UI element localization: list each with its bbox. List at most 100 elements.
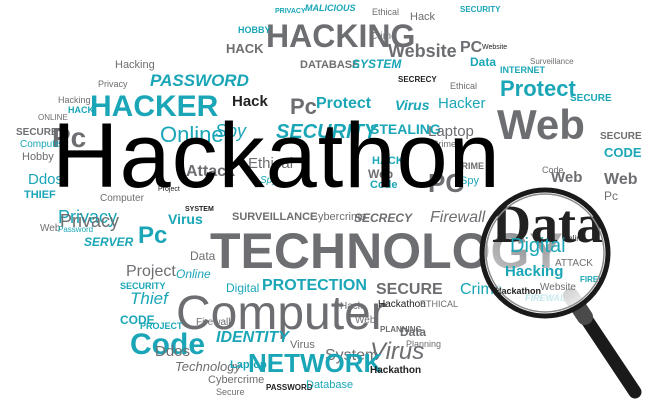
cloud-word: Hackathon (370, 365, 422, 376)
cloud-word: Pc (138, 222, 168, 249)
cloud-word: INTERNET (500, 65, 545, 75)
cloud-word: Laptop (230, 359, 267, 371)
cloud-word: Hack (410, 11, 436, 23)
cloud-word: Computer (100, 193, 144, 204)
cloud-word: SYSTEM (352, 57, 402, 71)
cloud-word: HOBBY (238, 25, 271, 35)
cloud-word: MALICIOUS (305, 3, 356, 13)
cloud-word: Firewall (196, 317, 231, 328)
cloud-word: Hacking (115, 59, 155, 71)
cloud-word: DATABASE (300, 59, 360, 71)
cloud-word: Protect (316, 95, 372, 112)
cloud-word: Database (306, 379, 354, 391)
cloud-word: Hack (232, 93, 268, 110)
cloud-word: Privacy (58, 207, 118, 227)
cloud-word: Project (158, 186, 180, 193)
cloud-word: HACKING (266, 18, 416, 54)
cloud-word: Crime (432, 139, 456, 149)
cloud-word: Attack (186, 163, 235, 180)
cloud-word: Web (497, 101, 585, 148)
cloud-word: Code (370, 179, 398, 191)
cloud-word: Crime (370, 31, 397, 42)
cloud-word: HACK (226, 41, 264, 56)
cloud-word: Secure (216, 387, 245, 397)
cloud-word: SYSTEM (185, 206, 214, 213)
cloud-word: Web (40, 223, 61, 234)
cloud-word: PASSWORD (266, 383, 313, 392)
cloud-word: HACKER (90, 90, 219, 123)
cloud-word: SECURITY (460, 5, 501, 14)
cloud-word: CODE (120, 313, 155, 327)
cloud-word: Password (58, 225, 94, 234)
cloud-word: Code (130, 328, 205, 361)
cloud-word: Spy (460, 175, 479, 187)
cloud-word: Data (190, 249, 216, 263)
cloud-word: Ethical (248, 155, 294, 172)
cloud-word: Web (551, 169, 583, 186)
cloud-word: SECURITY (120, 281, 166, 291)
cloud-word: Cybercrime (208, 374, 265, 386)
cloud-word: Virus (370, 338, 425, 365)
cloud-word: TECHNOLOGY (210, 223, 563, 279)
cloud-word: Code (542, 165, 564, 175)
cloud-word: Online (176, 267, 211, 281)
cloud-word: PC (460, 39, 483, 56)
cloud-word: SECRECY (398, 75, 437, 84)
cloud-word: Surveillance (530, 57, 574, 66)
cloud-word: Privacy (98, 79, 128, 89)
cloud-word: Thief (130, 289, 168, 308)
cloud-word: Crime (460, 281, 503, 298)
cloud-word: Technology (175, 359, 242, 374)
cloud-word: Privacy (60, 211, 120, 231)
cloud-word: Laptop (428, 123, 474, 140)
cloud-word: Digital (226, 281, 260, 295)
cloud-word: Hacker (438, 95, 486, 112)
cloud-word: PROJECT (140, 321, 183, 331)
cloud-word: Pc (290, 94, 317, 119)
cloud-word: ETHICAL (420, 299, 459, 309)
cloud-word: Virus (395, 97, 430, 113)
cloud-word: STEALING (370, 121, 441, 137)
cloud-word: SECURE (16, 127, 58, 138)
cloud-word: Computer (20, 139, 64, 150)
cloud-word: Protect (500, 76, 576, 101)
cloud-word: Web (604, 171, 638, 188)
cloud-word: Virus (168, 211, 203, 227)
cloud-word: Ethical (450, 81, 478, 91)
cloud-word: Ddos (28, 171, 64, 188)
cloud-word: Web (368, 167, 394, 181)
cloud-word: PC (428, 168, 465, 198)
cloud-word: Virus (290, 339, 315, 351)
cloud-word: THIEF (24, 189, 56, 201)
cloud-word: Planning (406, 339, 442, 349)
cloud-word: Hobby (22, 151, 54, 163)
cloud-word: Spy (215, 121, 247, 141)
cloud-word: Hacking (58, 95, 91, 105)
cloud-word: NETWORK (248, 348, 383, 378)
cloud-word: Hack (340, 301, 363, 312)
cloud-word: Website (388, 41, 457, 61)
cloud-word: HACK (68, 105, 94, 115)
cloud-word: SECURE (600, 131, 642, 142)
cloud-word: PRIVACY (275, 8, 306, 15)
cloud-word: Pc (604, 189, 619, 203)
cloud-word: Hackathon (378, 299, 426, 310)
cloud-word: Web (355, 315, 376, 326)
cloud-word: SURVEILLANCE (232, 211, 318, 223)
cloud-word: SECURITY (276, 121, 378, 143)
cloud-word: Online (160, 122, 224, 147)
cloud-word: Project (126, 263, 176, 280)
cloud-word: Pc (52, 122, 87, 153)
cloud-word: System (325, 347, 379, 364)
cloud-word: Website (482, 44, 508, 51)
cloud-word: Data (470, 55, 497, 69)
cloud-word: PASSWORD (150, 71, 249, 90)
cloud-word: ONLINE (38, 113, 68, 122)
cloud-word: CODE (604, 145, 642, 160)
cloud-word: FIREWALL (525, 293, 571, 303)
cloud-word: PLANNING (380, 325, 422, 334)
cloud-word: Spy (260, 175, 278, 186)
hackathon-title: Hackathon (52, 105, 501, 207)
cloud-word: Data (400, 325, 427, 339)
